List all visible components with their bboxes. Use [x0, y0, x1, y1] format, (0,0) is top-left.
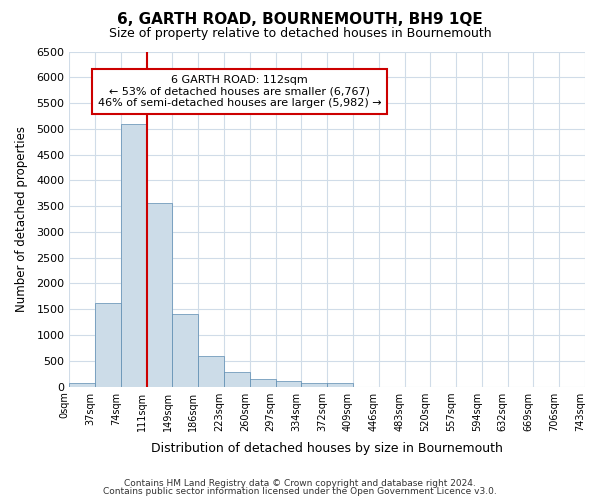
Bar	[121, 124, 146, 386]
Text: 6 GARTH ROAD: 112sqm  
← 53% of detached houses are smaller (6,767)
46% of semi-: 6 GARTH ROAD: 112sqm ← 53% of detached h…	[98, 75, 382, 108]
X-axis label: Distribution of detached houses by size in Bournemouth: Distribution of detached houses by size …	[151, 442, 503, 455]
Bar	[275, 382, 301, 386]
Y-axis label: Number of detached properties: Number of detached properties	[15, 126, 28, 312]
Bar	[198, 356, 224, 386]
Text: Contains HM Land Registry data © Crown copyright and database right 2024.: Contains HM Land Registry data © Crown c…	[124, 478, 476, 488]
Bar	[172, 314, 198, 386]
Text: 6, GARTH ROAD, BOURNEMOUTH, BH9 1QE: 6, GARTH ROAD, BOURNEMOUTH, BH9 1QE	[117, 12, 483, 28]
Bar	[224, 372, 250, 386]
Bar	[301, 383, 327, 386]
Bar	[146, 202, 172, 386]
Text: Size of property relative to detached houses in Bournemouth: Size of property relative to detached ho…	[109, 28, 491, 40]
Bar	[95, 302, 121, 386]
Text: Contains public sector information licensed under the Open Government Licence v3: Contains public sector information licen…	[103, 487, 497, 496]
Bar	[70, 383, 95, 386]
Bar	[327, 383, 353, 386]
Bar	[250, 380, 275, 386]
